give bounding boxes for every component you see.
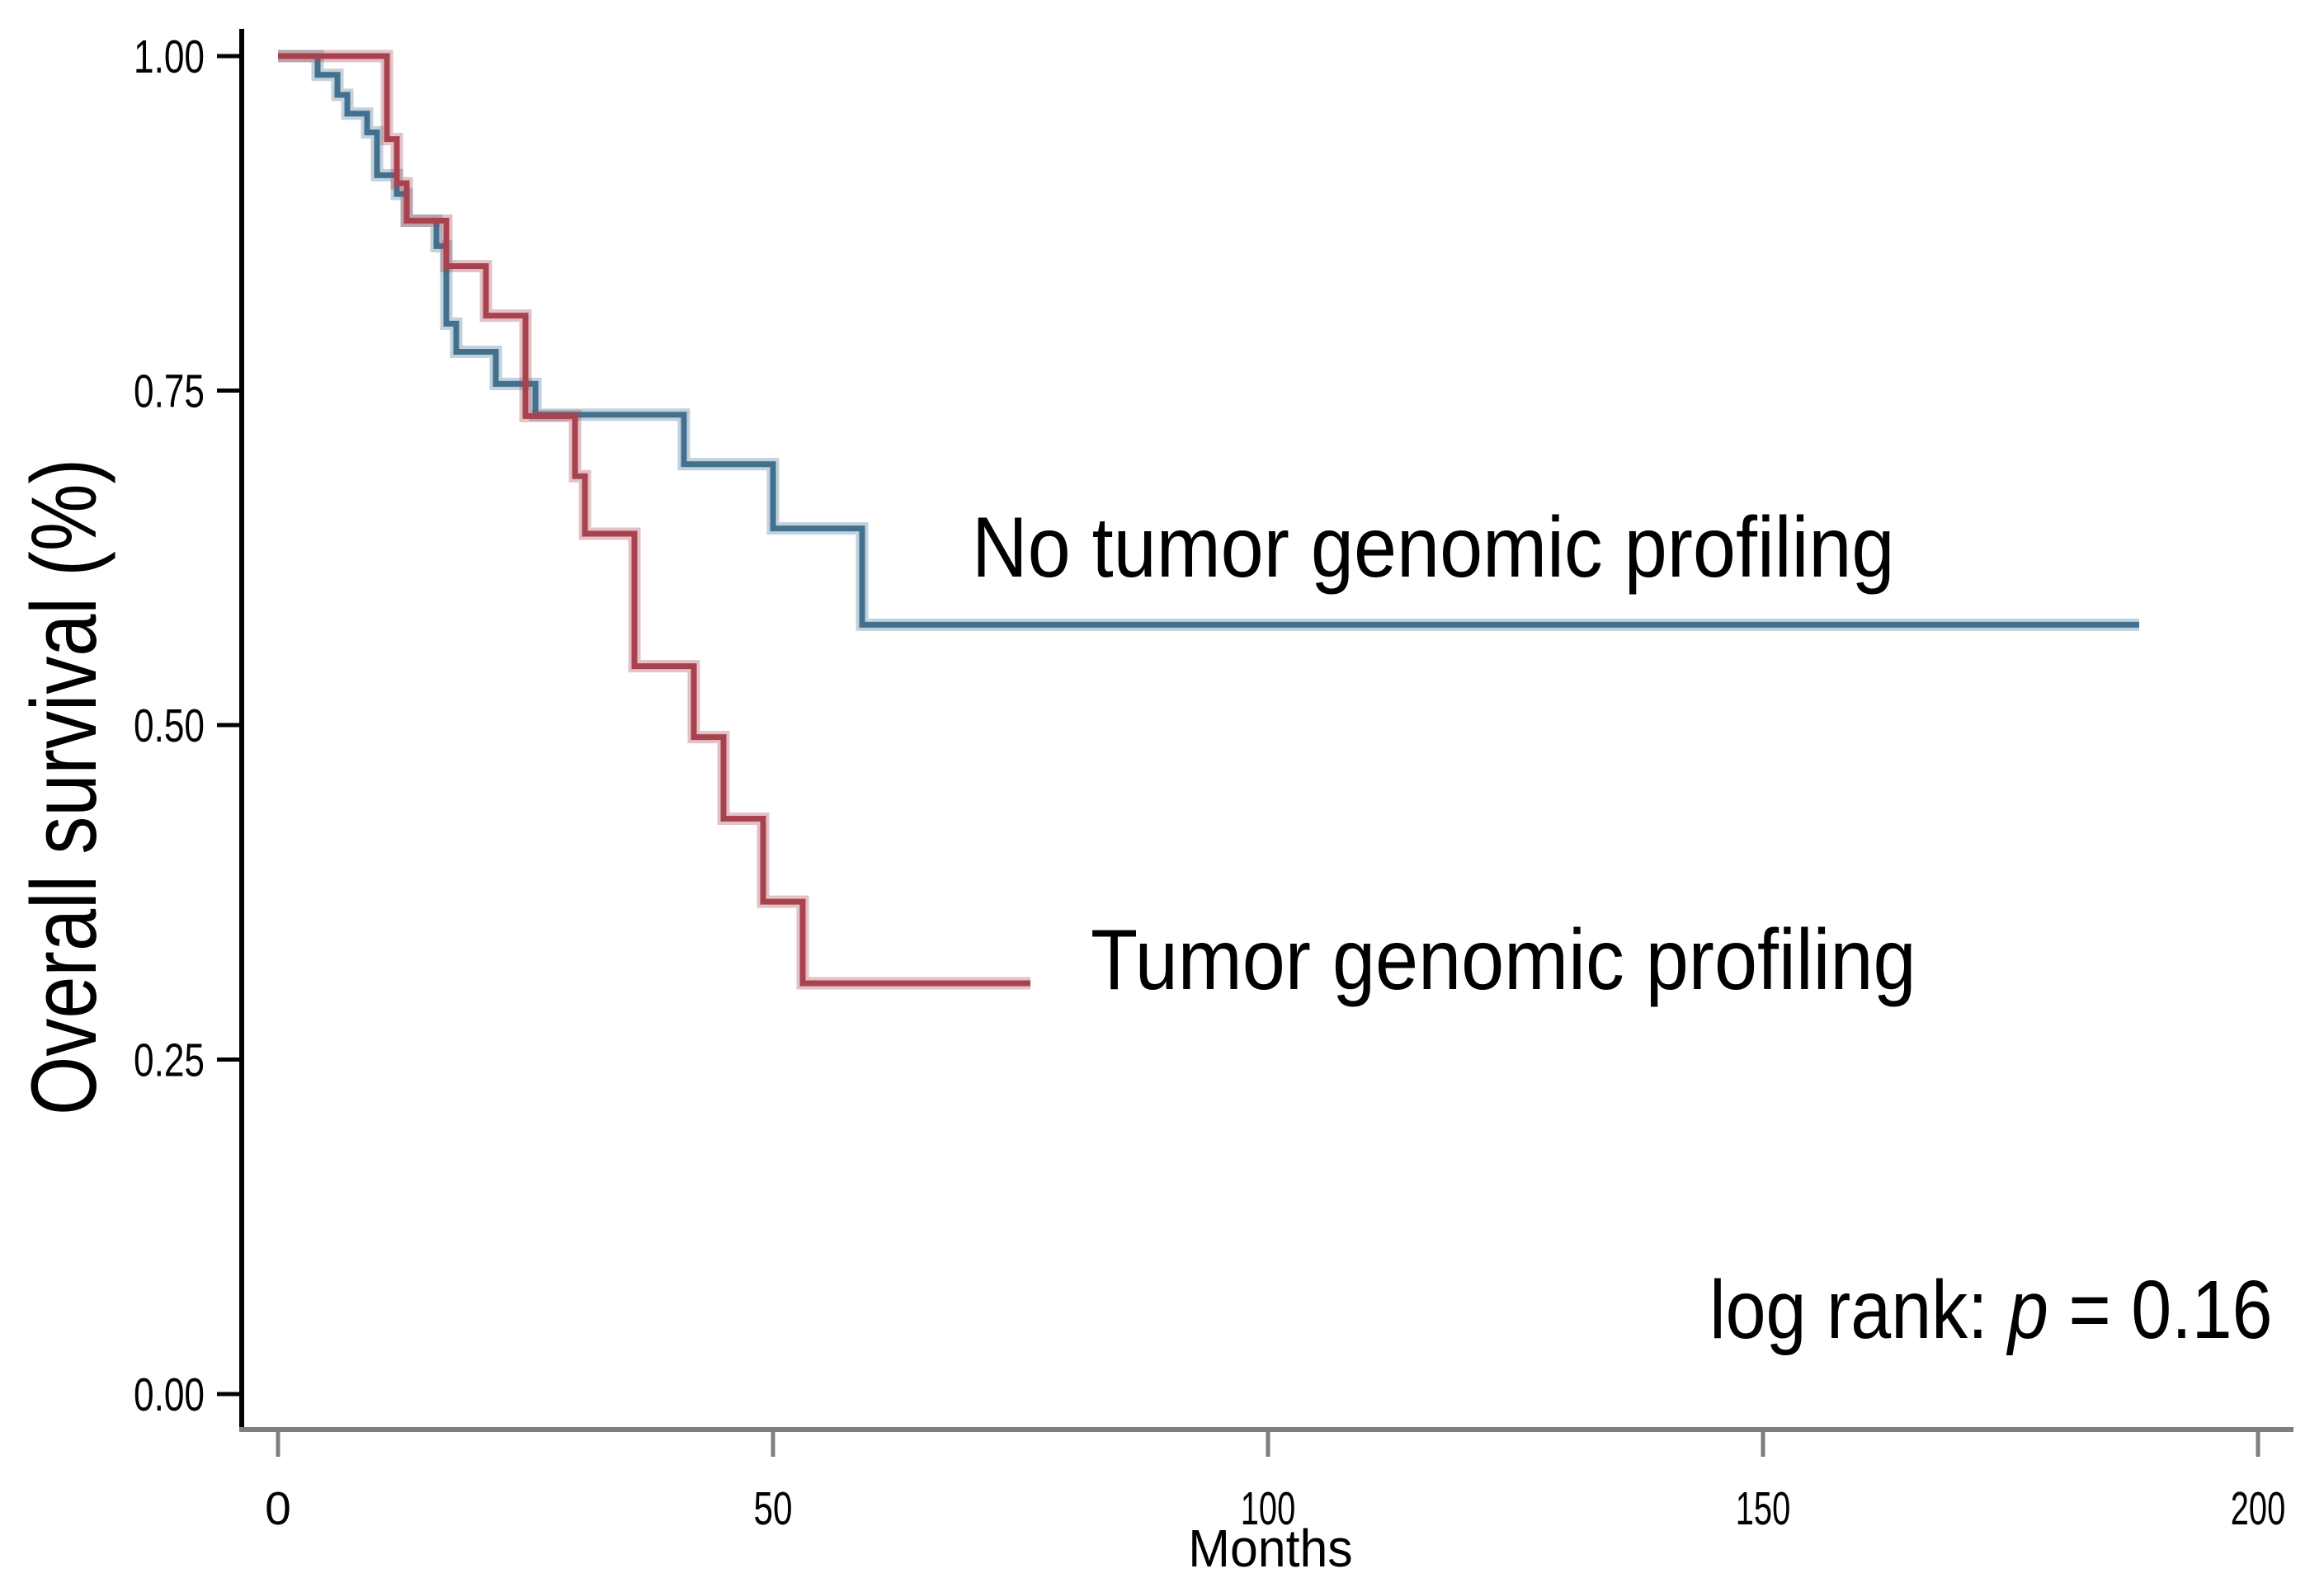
- series-label-no-tumor-genomic-profiling: No tumor genomic profiling: [972, 500, 1895, 596]
- log-rank-value: = 0.16: [2048, 1264, 2273, 1356]
- x-tick-label: 150: [1736, 1482, 1791, 1535]
- y-tick-label: 0.25: [134, 1034, 205, 1087]
- x-tick-label: 200: [2231, 1482, 2286, 1535]
- y-tick-label: 0.50: [134, 700, 205, 752]
- log-rank-annotation: log rank: p = 0.16: [1710, 1269, 2273, 1351]
- x-tick-label: 50: [754, 1482, 793, 1535]
- log-rank-p-symbol: p: [2008, 1264, 2049, 1356]
- survival-curve-profiling: [278, 53, 1030, 987]
- x-axis-title: Months: [1188, 1519, 1353, 1578]
- y-tick-label: 1.00: [134, 31, 205, 83]
- y-tick-label: 0.75: [134, 365, 205, 418]
- series-label-tumor-genomic-profiling: Tumor genomic profiling: [1091, 912, 1916, 1008]
- x-tick-label: 0: [265, 1482, 291, 1535]
- y-axis-title: Overall survival (%): [12, 458, 115, 1115]
- x-tick-label: 100: [1241, 1482, 1296, 1535]
- y-tick-label: 0.00: [134, 1368, 205, 1421]
- survival-curve-no-profiling: [278, 53, 2139, 628]
- log-rank-prefix: log rank:: [1709, 1264, 2009, 1356]
